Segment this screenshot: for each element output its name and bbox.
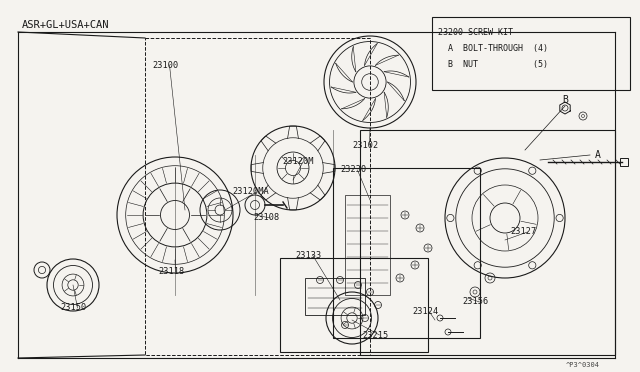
Text: ^P3^0304: ^P3^0304: [566, 362, 600, 368]
Text: 23133: 23133: [295, 250, 321, 260]
Text: 23108: 23108: [253, 214, 279, 222]
Bar: [333, 168, 480, 338]
Text: 23156: 23156: [462, 298, 488, 307]
Text: 23230: 23230: [340, 166, 366, 174]
Bar: [280, 258, 428, 352]
Text: A  BOLT-THROUGH  (4): A BOLT-THROUGH (4): [438, 44, 548, 53]
Bar: [305, 278, 365, 315]
Text: 23150: 23150: [60, 304, 86, 312]
Bar: [432, 17, 630, 90]
Text: 23124: 23124: [412, 308, 438, 317]
Text: A: A: [595, 150, 601, 160]
Text: 23200 SCREW KIT: 23200 SCREW KIT: [438, 28, 513, 37]
Text: B: B: [562, 95, 568, 105]
Bar: [360, 130, 615, 355]
Bar: [145, 38, 370, 355]
Text: 23100: 23100: [152, 61, 179, 70]
Text: ASR+GL+USA+CAN: ASR+GL+USA+CAN: [22, 20, 109, 30]
Text: B  NUT           (5): B NUT (5): [438, 60, 548, 69]
Bar: [345, 195, 390, 295]
Text: 23120MA: 23120MA: [232, 187, 269, 196]
Bar: [620, 158, 628, 166]
Text: 23215: 23215: [362, 330, 388, 340]
Text: 23127: 23127: [510, 228, 536, 237]
Text: 23120M: 23120M: [282, 157, 314, 167]
Text: 23102: 23102: [352, 141, 378, 150]
Text: 23118: 23118: [158, 267, 184, 276]
